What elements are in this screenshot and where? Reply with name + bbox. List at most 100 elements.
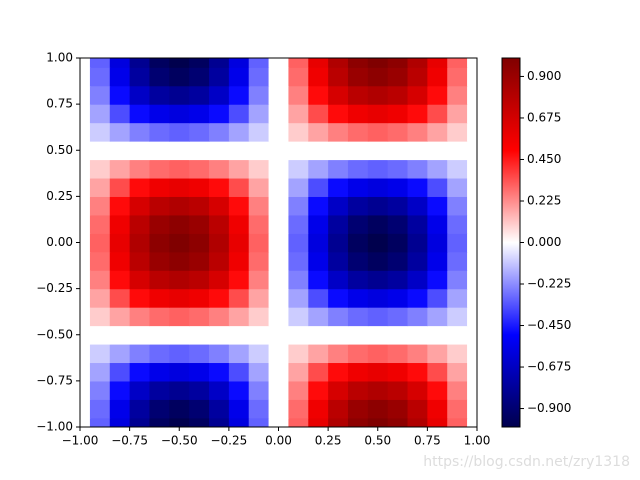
contour-cell <box>347 362 369 382</box>
contour-cell <box>387 380 409 400</box>
contour-cell <box>149 233 170 253</box>
contour-cell <box>109 85 131 105</box>
contour-cell <box>407 417 428 427</box>
contour-cell <box>209 288 230 308</box>
contour-cell <box>347 177 369 197</box>
contour-cell <box>268 159 290 179</box>
contour-cell <box>149 177 170 197</box>
contour-cell <box>467 399 477 419</box>
contour-cell <box>288 58 309 68</box>
contour-cell <box>427 214 448 234</box>
contour-cell <box>149 288 170 308</box>
contour-cell <box>89 58 111 68</box>
contour-cell <box>129 380 151 400</box>
contour-cell <box>209 214 230 234</box>
contour-cell <box>328 159 349 179</box>
contour-cell <box>268 417 290 427</box>
contour-cell <box>367 399 389 419</box>
contour-cell <box>109 307 131 327</box>
y-tick-label: −0.50 <box>36 327 73 341</box>
contour-cell <box>347 141 369 161</box>
contour-cell <box>308 343 329 364</box>
colorbar-tick-label: 0.000 <box>527 235 561 249</box>
contour-cell <box>89 159 111 179</box>
contour-cell <box>268 307 290 327</box>
contour-cell <box>169 362 190 382</box>
contour-cell <box>288 343 309 364</box>
contour-cell <box>387 399 409 419</box>
contour-cell <box>268 141 290 161</box>
contour-cell <box>189 362 210 382</box>
colorbar-tick-label: −0.675 <box>527 360 571 374</box>
contour-cell <box>109 214 131 234</box>
contour-cell <box>467 362 477 382</box>
contour-cell <box>328 288 349 308</box>
contour-cell <box>109 270 131 290</box>
contour-cell <box>387 288 409 308</box>
contour-cell <box>248 380 270 400</box>
colorbar-tick-label: −0.225 <box>527 277 571 291</box>
contour-cell <box>149 399 170 419</box>
contour-cell <box>387 196 409 216</box>
contour-cell <box>467 380 477 400</box>
contour-cell <box>169 288 190 308</box>
contour-cell <box>288 251 309 271</box>
contour-cell <box>427 307 448 327</box>
colorbar-tick-label: −0.450 <box>527 318 571 332</box>
contour-cell <box>387 177 409 197</box>
contour-cell <box>427 380 448 400</box>
contour-cell <box>149 251 170 271</box>
contour-cell <box>228 307 250 327</box>
contour-cell <box>387 214 409 234</box>
contour-cell <box>288 177 309 197</box>
contour-cell <box>109 122 131 142</box>
contour-cell <box>209 307 230 327</box>
contour-cell <box>80 233 91 253</box>
contour-cell <box>288 85 309 105</box>
contour-cell <box>149 343 170 364</box>
contour-cell <box>387 343 409 364</box>
contour-cell <box>308 270 329 290</box>
contour-cell <box>209 362 230 382</box>
contour-cell <box>169 58 190 68</box>
contour-cell <box>129 343 151 364</box>
y-tick-label: −1.00 <box>36 420 73 434</box>
contour-cell <box>248 417 270 427</box>
contour-cell <box>447 85 468 105</box>
contour-cell <box>268 104 290 124</box>
contour-cell <box>80 417 91 427</box>
contour-cell <box>149 85 170 105</box>
contour-cell <box>89 288 111 308</box>
contour-cell <box>367 288 389 308</box>
contour-cell <box>89 196 111 216</box>
contour-cell <box>387 67 409 87</box>
contour-cell <box>447 325 468 345</box>
contour-cell <box>189 177 210 197</box>
contour-cell <box>80 325 91 345</box>
contour-cell <box>328 362 349 382</box>
contour-cell <box>467 122 477 142</box>
contour-cell <box>248 214 270 234</box>
contour-cell <box>467 325 477 345</box>
contour-cell <box>467 307 477 327</box>
contour-cell <box>288 399 309 419</box>
contour-cell <box>447 196 468 216</box>
contour-cell <box>149 325 170 345</box>
contour-cell <box>89 251 111 271</box>
contour-cell <box>129 325 151 345</box>
contour-cell <box>427 196 448 216</box>
contour-cell <box>109 58 131 68</box>
contour-cell <box>129 214 151 234</box>
contour-cell <box>367 214 389 234</box>
contour-cell <box>288 362 309 382</box>
contour-cell <box>228 159 250 179</box>
contour-cell <box>169 159 190 179</box>
contour-cell <box>367 343 389 364</box>
contour-cell <box>228 196 250 216</box>
contour-cell <box>328 417 349 427</box>
contour-cell <box>89 270 111 290</box>
contour-cell <box>149 58 170 68</box>
contour-cell <box>129 141 151 161</box>
contour-cell <box>328 58 349 68</box>
x-tick-label: 1.00 <box>464 434 491 448</box>
